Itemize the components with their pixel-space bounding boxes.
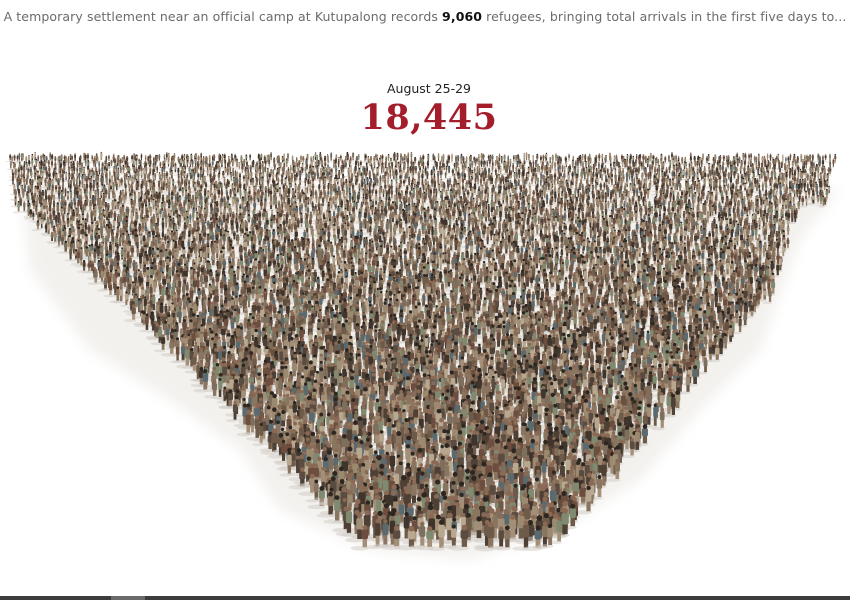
crowd-figure — [7, 161, 12, 170]
date-range-label: August 25-29 — [0, 81, 850, 96]
crowd-figure — [312, 152, 317, 162]
story-caption: A temporary settlement near an official … — [0, 9, 850, 24]
crowd-figure — [10, 197, 16, 208]
crowd-figure — [512, 155, 517, 163]
crowd-figure — [429, 153, 435, 161]
caption-highlight-count: 9,060 — [442, 9, 482, 24]
total-arrivals-counter: 18,445 — [0, 97, 850, 138]
caption-text: A temporary settlement near an official … — [4, 9, 442, 24]
crowd-illustration — [0, 150, 850, 570]
crowd-figure — [6, 154, 11, 162]
caption-text-end: refugees, bringing total arrivals in the… — [482, 9, 846, 24]
